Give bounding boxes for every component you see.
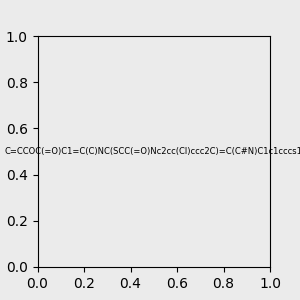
Text: C=CCOC(=O)C1=C(C)NC(SCC(=O)Nc2cc(Cl)ccc2C)=C(C#N)C1c1cccs1: C=CCOC(=O)C1=C(C)NC(SCC(=O)Nc2cc(Cl)ccc2…: [5, 147, 300, 156]
